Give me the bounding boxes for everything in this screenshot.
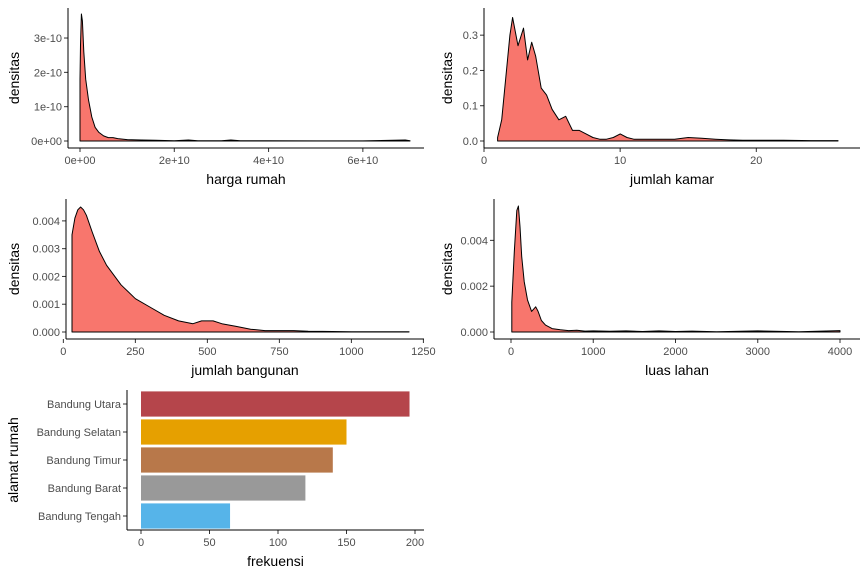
x-axis-title: jumlah kamar	[629, 171, 714, 187]
category-label: Bandung Utara	[47, 399, 122, 411]
x-tick-label: 4e+10	[253, 155, 284, 167]
category-label: Bandung Selatan	[37, 427, 121, 439]
x-tick-label: 6e+10	[347, 155, 378, 167]
x-tick-label: 0e+00	[65, 155, 96, 167]
y-tick-label: 0.002	[32, 271, 60, 283]
x-tick-label: 10	[614, 155, 626, 167]
x-axis-title: jumlah bangunan	[190, 362, 298, 378]
category-label: Bandung Tengah	[38, 511, 121, 523]
density-area	[79, 13, 411, 142]
x-tick-label: 500	[198, 346, 216, 358]
x-tick-label: 20	[750, 155, 762, 167]
density-area	[71, 206, 410, 333]
y-tick-label: 0.000	[460, 327, 488, 339]
panel-3: 0 250 500 750 1000 1250 0.000 0.001 0.002 0.003 0.…	[6, 199, 436, 378]
x-tick-label: 250	[126, 346, 144, 358]
bar-bandung-utara	[141, 391, 410, 417]
density-area	[511, 205, 841, 333]
y-tick-label: 0.002	[460, 281, 488, 293]
x-axis-title: harga rumah	[206, 171, 285, 187]
x-tick-label: 4000	[828, 346, 852, 358]
x-tick-label: 0	[138, 537, 144, 549]
y-axis-title: densitas	[6, 243, 22, 295]
y-tick-label: 0.0	[463, 136, 478, 148]
bar-bandung-timur	[141, 447, 333, 473]
category-label: Bandung Timur	[46, 455, 121, 467]
y-tick-label: 0.2	[463, 65, 478, 77]
y-axis-title: alamat rumah	[5, 417, 21, 503]
x-tick-label: 0	[60, 346, 66, 358]
y-tick-label: 1e-10	[34, 102, 62, 114]
category-label: Bandung Barat	[48, 483, 121, 495]
y-tick-label: 0.000	[32, 327, 60, 339]
y-axis-title: densitas	[439, 243, 455, 295]
y-tick-label: 0e+00	[31, 136, 62, 148]
panel-5: 0 50 100 150 200 Bandung Utara Bandung Selatan…	[5, 390, 424, 569]
y-tick-label: 0.003	[32, 244, 60, 256]
x-axis-title: frekuensi	[247, 553, 304, 569]
x-tick-label: 150	[337, 537, 355, 549]
y-tick-label: 0.004	[32, 216, 60, 228]
x-tick-label: 1000	[339, 346, 363, 358]
y-tick-label: 3e-10	[34, 33, 62, 45]
x-tick-label: 3000	[746, 346, 770, 358]
x-tick-label: 100	[269, 537, 287, 549]
bar-bandung-barat	[141, 475, 306, 501]
x-axis-title: luas lahan	[645, 362, 709, 378]
x-tick-label: 0	[481, 155, 487, 167]
x-tick-label: 1000	[581, 346, 605, 358]
x-tick-label: 2000	[663, 346, 687, 358]
y-axis-title: densitas	[439, 52, 455, 104]
x-tick-label: 750	[270, 346, 288, 358]
panel-4: 0 1000 2000 3000 4000 0.000 0.002 0.004 luas lah…	[439, 199, 860, 378]
x-tick-label: 2e+10	[159, 155, 190, 167]
y-tick-label: 0.3	[463, 30, 478, 42]
density-area	[497, 17, 839, 142]
y-tick-label: 0.001	[32, 299, 60, 311]
bar-bandung-selatan	[141, 419, 347, 445]
panel-1: 0e+00 2e+10 4e+10 6e+10 0e+00 1e-10 2e-10 3e-10…	[6, 8, 424, 187]
y-tick-label: 0.1	[463, 101, 478, 113]
x-tick-label: 200	[406, 537, 424, 549]
y-tick-label: 2e-10	[34, 67, 62, 79]
bar-bandung-tengah	[141, 503, 231, 529]
panel-2: 0 10 20 0.0 0.1 0.2 0.3 jumlah kamar densitas	[439, 8, 860, 187]
y-tick-label: 0.004	[460, 235, 488, 247]
x-tick-label: 1250	[411, 346, 435, 358]
y-axis-title: densitas	[6, 52, 22, 104]
x-tick-label: 0	[508, 346, 514, 358]
x-tick-label: 50	[203, 537, 215, 549]
